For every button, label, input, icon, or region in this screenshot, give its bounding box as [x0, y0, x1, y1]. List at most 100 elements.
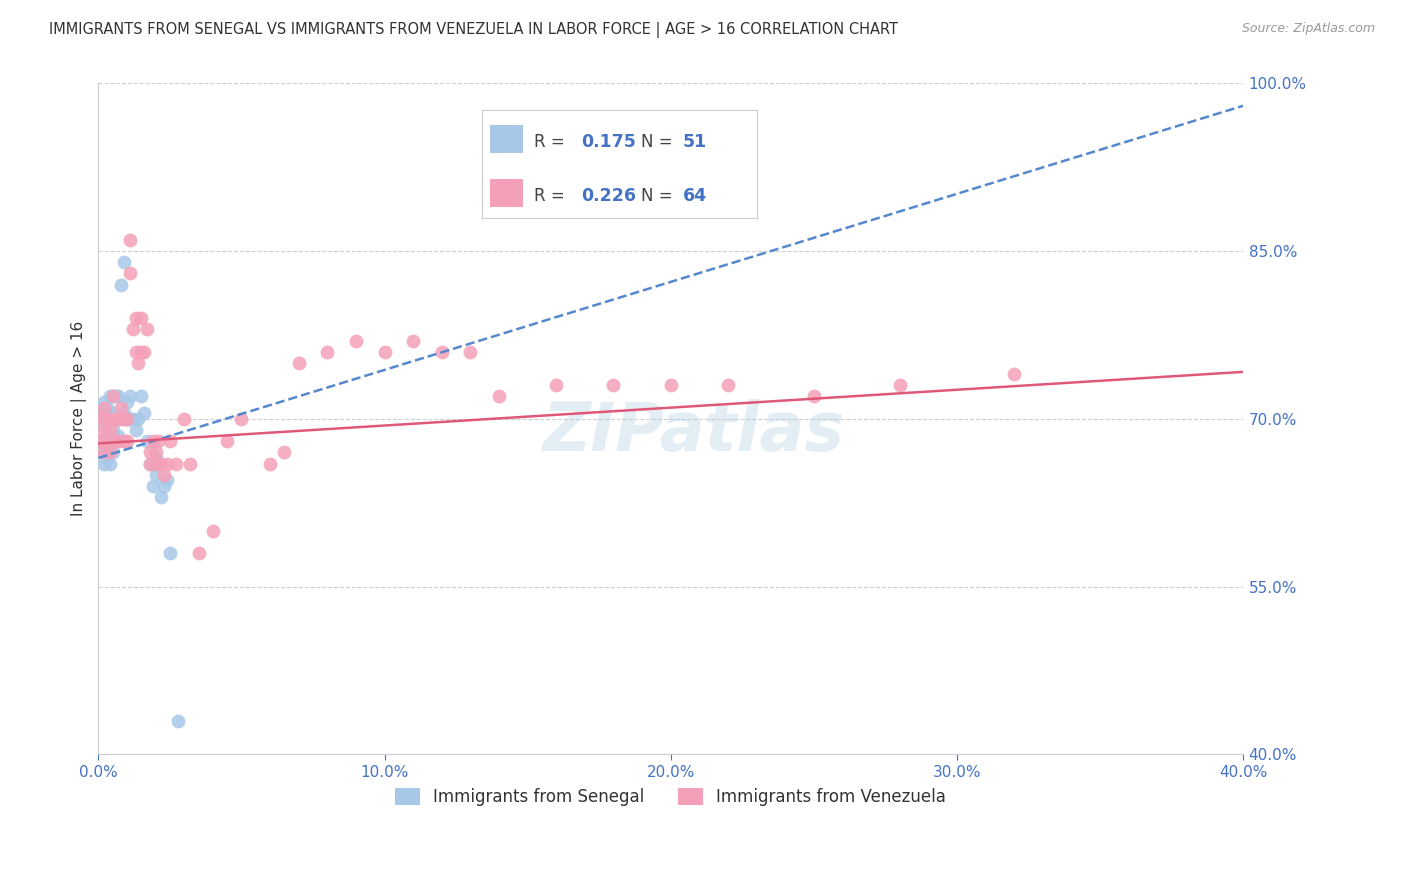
Point — [148, 457, 170, 471]
Point — [96, 412, 118, 426]
Point — [273, 445, 295, 459]
Point — [98, 445, 121, 459]
Point — [90, 406, 112, 420]
Point — [460, 344, 482, 359]
Point — [93, 457, 115, 471]
Point — [104, 434, 127, 449]
Point — [187, 546, 209, 560]
Point — [93, 445, 115, 459]
Point — [98, 412, 121, 426]
Point — [488, 389, 510, 403]
Point — [110, 277, 132, 292]
Point — [93, 401, 115, 415]
Point — [344, 334, 367, 348]
Point — [112, 434, 135, 449]
Point — [546, 378, 568, 392]
Point — [118, 389, 141, 403]
Point — [145, 450, 167, 465]
Point — [96, 412, 118, 426]
Point — [110, 412, 132, 426]
Point — [98, 423, 121, 437]
Point — [139, 457, 162, 471]
Point — [118, 267, 141, 281]
Text: Source: ZipAtlas.com: Source: ZipAtlas.com — [1241, 22, 1375, 36]
Point — [107, 434, 129, 449]
Point — [112, 412, 135, 426]
Point — [145, 467, 167, 482]
Point — [156, 473, 179, 487]
Point — [121, 322, 143, 336]
Point — [150, 457, 173, 471]
Point — [217, 434, 239, 449]
Point — [107, 428, 129, 442]
Point — [127, 412, 149, 426]
Point — [173, 412, 195, 426]
Point — [153, 479, 176, 493]
Point — [93, 395, 115, 409]
Point — [112, 406, 135, 420]
Point — [101, 389, 124, 403]
Point — [659, 378, 682, 392]
Point — [90, 434, 112, 449]
Point — [115, 412, 138, 426]
Point — [110, 401, 132, 415]
Point — [93, 412, 115, 426]
Point — [602, 378, 624, 392]
Point — [1002, 367, 1025, 381]
Point — [107, 389, 129, 403]
Point — [156, 457, 179, 471]
Point — [127, 356, 149, 370]
Point — [145, 445, 167, 459]
Point — [159, 546, 181, 560]
Point — [98, 457, 121, 471]
Point — [167, 714, 190, 728]
Point — [803, 389, 825, 403]
Point — [104, 412, 127, 426]
Point — [136, 434, 159, 449]
Point — [90, 434, 112, 449]
Point — [889, 378, 911, 392]
Y-axis label: In Labor Force | Age > 16: In Labor Force | Age > 16 — [72, 321, 87, 516]
Point — [159, 434, 181, 449]
Text: ZIPatlas: ZIPatlas — [543, 400, 845, 466]
Point — [142, 479, 165, 493]
Point — [124, 344, 146, 359]
Point — [96, 401, 118, 415]
Point — [139, 445, 162, 459]
Point — [134, 344, 156, 359]
Point — [316, 344, 339, 359]
Point — [118, 412, 141, 426]
Point — [165, 457, 187, 471]
Point — [142, 434, 165, 449]
Point — [115, 395, 138, 409]
Point — [373, 344, 395, 359]
Point — [90, 417, 112, 432]
Point — [104, 434, 127, 449]
Legend: Immigrants from Senegal, Immigrants from Venezuela: Immigrants from Senegal, Immigrants from… — [388, 781, 953, 813]
Point — [124, 311, 146, 326]
Point — [96, 450, 118, 465]
Point — [259, 457, 281, 471]
Point — [107, 412, 129, 426]
Point — [118, 233, 141, 247]
Point — [231, 412, 253, 426]
Point — [287, 356, 309, 370]
Point — [121, 412, 143, 426]
Point — [145, 457, 167, 471]
Point — [101, 406, 124, 420]
Point — [90, 412, 112, 426]
Point — [717, 378, 740, 392]
Point — [107, 412, 129, 426]
Point — [101, 389, 124, 403]
Point — [101, 445, 124, 459]
Point — [98, 389, 121, 403]
Point — [139, 457, 162, 471]
Point — [134, 406, 156, 420]
Point — [104, 389, 127, 403]
Point — [201, 524, 224, 538]
Point — [115, 434, 138, 449]
Point — [430, 344, 453, 359]
Point — [150, 490, 173, 504]
Point — [96, 440, 118, 454]
Point — [115, 412, 138, 426]
